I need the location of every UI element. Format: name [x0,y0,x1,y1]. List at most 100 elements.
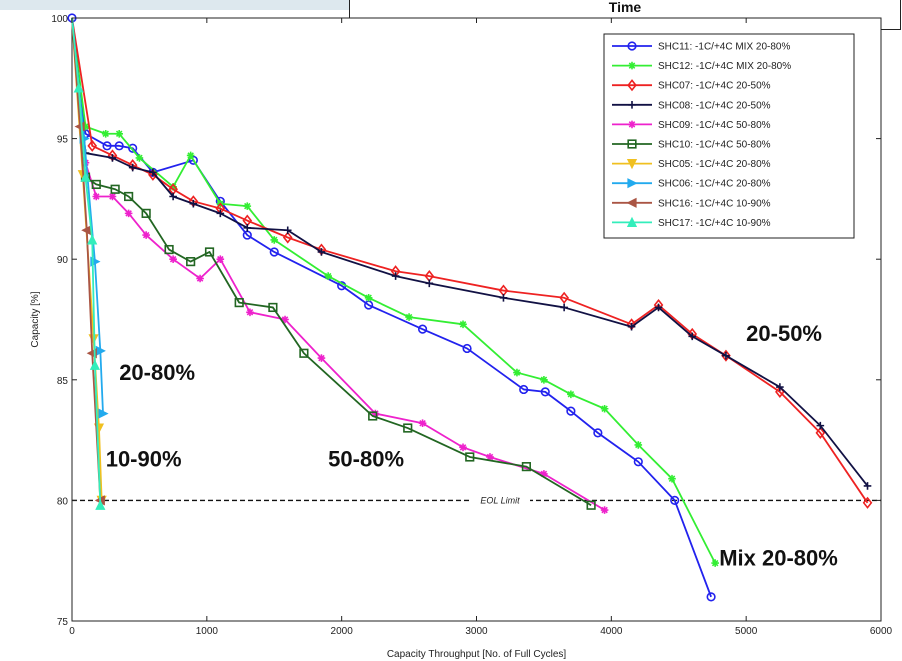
annotation-label: Mix 20-80% [719,546,838,571]
data-point [281,315,289,324]
y-tick-label: 95 [57,135,69,146]
data-point [114,141,124,151]
series-shc10 [71,17,596,510]
data-point [269,247,279,257]
data-point [600,404,609,413]
data-point [243,202,252,210]
data-point [722,351,730,360]
data-point [486,453,494,461]
data-point [711,559,719,567]
legend-entry: SHC05: -1C/+4C 20-80% [612,159,771,170]
annotation-label: 50-80% [328,447,404,472]
data-point [627,139,637,149]
annotation-label: 20-50% [746,321,822,346]
data-point [216,209,225,218]
legend-entry: SHC11: -1C/+4C MIX 20-80% [612,41,790,53]
data-point [189,199,198,208]
legend-entry: SHC07: -1C/+4C 20-50% [612,79,771,92]
y-tick-label: 80 [57,496,69,507]
data-point [405,313,413,321]
data-point [862,496,873,509]
series-shc09 [71,17,609,514]
data-point [519,384,529,395]
legend-label: SHC10: -1C/+4C 50-80% [658,140,771,151]
series-shc08 [71,17,872,490]
y-tick-label: 85 [57,376,69,387]
data-point [169,183,177,191]
legend-label: SHC05: -1C/+4C 20-80% [658,159,771,170]
data-point [540,387,550,397]
data-point [317,354,326,362]
data-point [628,61,636,70]
legend-entry: SHC10: -1C/+4C 50-80% [612,139,771,151]
data-point [142,231,150,239]
legend-entry: SHC09: -1C/+4C 50-80% [612,120,771,131]
data-point [654,303,663,312]
data-point [196,274,204,283]
data-point [188,155,198,165]
annotations: 20-80% 10-90% 50-80% 20-50% Mix 20-80% [106,321,838,570]
y-tick-label: 100 [51,14,68,25]
data-point [102,141,112,151]
data-point [626,197,637,208]
data-point [628,101,636,109]
legend-label: SHC07: -1C/+4C 20-50% [658,81,771,92]
data-point [92,192,101,201]
legend-entry: SHC08: -1C/+4C 20-50% [612,100,771,111]
x-tick-label: 4000 [600,626,623,637]
data-point [417,324,428,334]
data-point [148,168,158,181]
data-point [89,359,101,370]
data-point [706,592,716,602]
data-point [600,506,609,514]
legend-label: SHC12: -1C/+4C MIX 20-80% [658,61,791,72]
data-point [627,41,637,51]
series-line [71,17,102,506]
data-point [391,272,400,280]
x-tick-label: 2000 [331,626,354,637]
data-point [204,247,215,257]
data-point [91,179,101,190]
data-point [243,224,252,232]
time-axis-label: Time [608,0,642,15]
data-point [815,426,826,439]
x-tick-label: 5000 [735,626,758,637]
legend-label: SHC06: -1C/+4C 20-80% [658,179,771,190]
data-point [403,423,413,433]
data-point [627,79,637,92]
data-point [670,495,680,506]
data-point [186,257,196,267]
data-point [234,298,244,308]
data-point [164,244,174,255]
data-point [668,474,676,483]
top-strip [0,0,350,10]
data-point [73,82,84,93]
data-point [268,302,278,313]
data-point [246,308,254,317]
data-point [627,322,636,331]
data-point [816,421,825,430]
data-point [626,216,638,227]
x-tick-label: 1000 [196,626,219,637]
data-point [216,255,225,263]
y-tick-label: 90 [57,255,69,266]
data-point [270,236,279,244]
y-axis-label: Capacity [%] [30,291,41,347]
data-point [559,291,569,304]
data-point [634,441,643,449]
legend-entry: SHC06: -1C/+4C 20-80% [612,178,771,190]
data-point [425,279,434,288]
legend-label: SHC16: -1C/+4C 10-90% [658,198,771,209]
series-line [71,17,869,487]
data-point [586,500,596,510]
data-point [282,231,293,244]
series-shc17 [71,17,106,510]
data-point [462,343,472,354]
data-point [593,428,603,438]
data-point [169,255,177,263]
data-point [626,159,638,170]
data-point [317,248,326,256]
legend-label: SHC09: -1C/+4C 50-80% [658,120,771,131]
data-point [108,154,117,162]
data-point [560,303,568,312]
